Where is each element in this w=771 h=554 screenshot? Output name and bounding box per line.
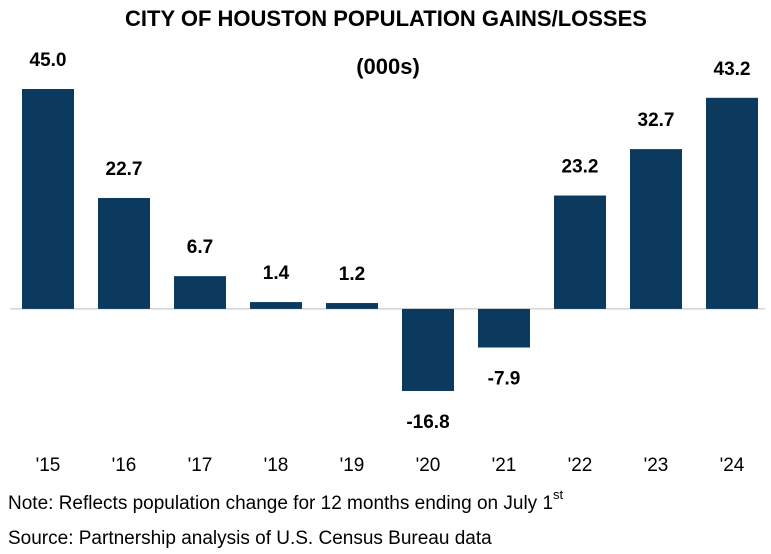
bar <box>706 97 758 309</box>
data-label: 43.2 <box>714 59 751 80</box>
bar <box>250 302 302 309</box>
bar <box>22 89 74 309</box>
x-tick-label: '20 <box>416 455 441 476</box>
bar <box>630 149 682 309</box>
x-tick-label: '21 <box>492 455 517 476</box>
data-label: 23.2 <box>562 157 599 178</box>
data-label: -16.8 <box>406 412 449 433</box>
note-text: Note: Reflects population change for 12 … <box>8 493 553 514</box>
data-label: 1.4 <box>263 263 290 284</box>
x-tick-label: '18 <box>264 455 289 476</box>
x-tick-label: '23 <box>644 455 669 476</box>
data-label: -7.9 <box>488 369 521 390</box>
x-tick-label: '19 <box>340 455 365 476</box>
bar <box>98 197 150 309</box>
data-label: 45.0 <box>30 50 67 71</box>
source: Source: Partnership analysis of U.S. Cen… <box>8 528 492 549</box>
bar <box>554 195 606 309</box>
chart-subtitle: (000s) <box>356 54 420 79</box>
data-label: 1.2 <box>339 264 365 285</box>
x-tick-label: '22 <box>568 455 593 476</box>
bar <box>174 276 226 309</box>
bar <box>402 308 454 391</box>
data-label: 22.7 <box>106 159 143 180</box>
bar <box>478 308 530 348</box>
data-label: 6.7 <box>187 237 213 258</box>
x-tick-label: '16 <box>112 455 137 476</box>
note: Note: Reflects population change for 12 … <box>8 487 564 514</box>
x-tick-label: '24 <box>720 455 745 476</box>
x-tick-label: '15 <box>36 455 61 476</box>
chart-title: CITY OF HOUSTON POPULATION GAINS/LOSSES <box>125 6 647 31</box>
x-tick-label: '17 <box>188 455 213 476</box>
bar <box>326 303 378 309</box>
data-label: 32.7 <box>638 110 675 131</box>
note-superscript: st <box>553 487 564 502</box>
